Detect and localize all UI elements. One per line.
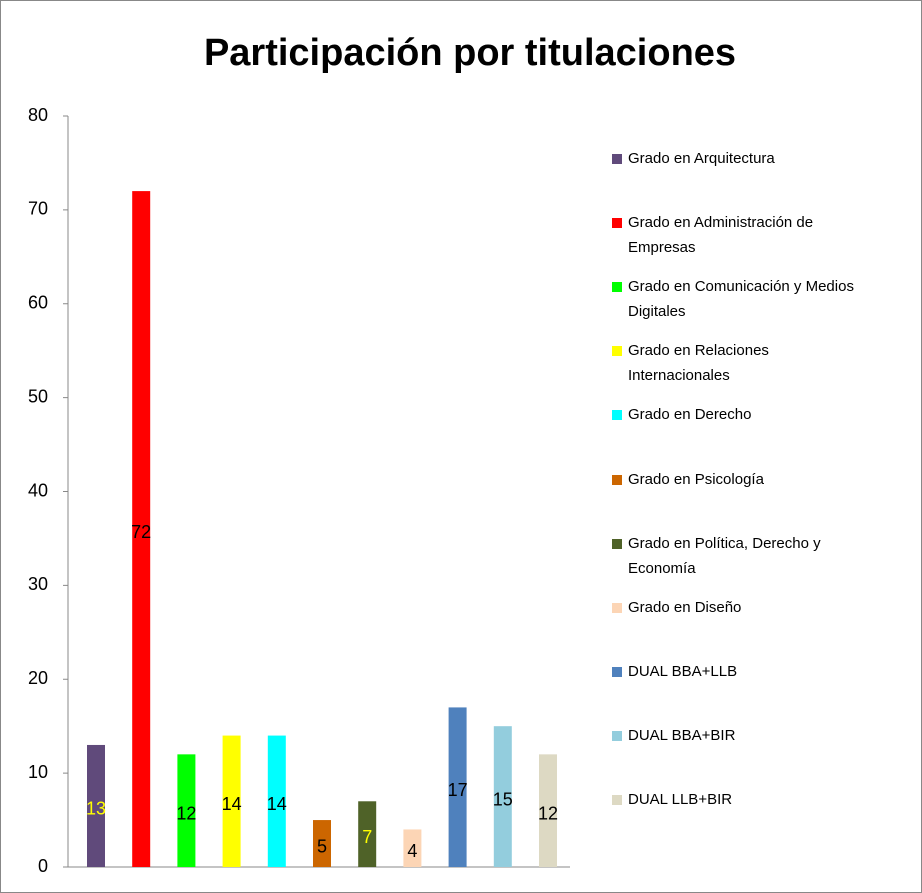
data-label: 15 xyxy=(493,789,513,809)
legend-item: Grado en Política, Derecho y Economía xyxy=(612,531,867,581)
legend-item: Grado en Relaciones Internacionales xyxy=(612,338,867,388)
legend-swatch xyxy=(612,346,622,357)
bar xyxy=(177,754,196,867)
bar xyxy=(539,754,557,867)
legend-label: Grado en Administración de Empresas xyxy=(628,214,814,257)
bar xyxy=(132,191,151,868)
legend-label: DUAL BBA+LLB xyxy=(628,662,738,680)
legend-item: Grado en Comunicación y Medios Digitales xyxy=(612,274,867,324)
bar xyxy=(313,820,331,867)
legend-swatch xyxy=(612,795,622,805)
legend-label: DUAL BBA+BIR xyxy=(628,726,736,744)
legend-label: Grado en Arquitectura xyxy=(628,150,775,167)
y-tick-label: 60 xyxy=(28,293,48,313)
y-tick-label: 10 xyxy=(28,762,48,782)
bar xyxy=(222,735,241,867)
legend-item: Grado en Diseño xyxy=(612,595,867,620)
legend-swatch xyxy=(612,666,622,677)
y-tick-label: 30 xyxy=(28,574,48,594)
legend-item: DUAL BBA+BIR xyxy=(612,723,867,748)
bar xyxy=(358,801,377,867)
y-tick-label: 40 xyxy=(28,480,48,500)
legend-item: Grado en Derecho xyxy=(612,402,867,427)
y-tick-label: 20 xyxy=(28,668,48,688)
legend-item: DUAL LLB+BIR xyxy=(612,787,867,812)
legend-swatch xyxy=(612,474,622,485)
legend-swatch xyxy=(612,218,622,229)
legend-item: Grado en Administración de Empresas xyxy=(612,210,867,260)
data-label: 5 xyxy=(317,836,327,856)
y-tick-label: 80 xyxy=(28,105,48,125)
bar xyxy=(87,744,105,867)
bar xyxy=(267,735,286,867)
legend-swatch xyxy=(612,410,622,421)
legend-item: Grado en Arquitectura xyxy=(612,146,867,171)
legend-swatch xyxy=(612,730,622,741)
legend-label: Grado en Relaciones Internacionales xyxy=(628,342,769,385)
data-label: 14 xyxy=(222,794,242,814)
legend-label: Grado en Diseño xyxy=(628,598,742,616)
legend-label: Grado en Política, Derecho y Economía xyxy=(628,534,821,577)
legend-label: DUAL LLB+BIR xyxy=(628,791,733,808)
bar xyxy=(403,829,422,867)
data-label: 13 xyxy=(86,799,106,819)
legend-swatch xyxy=(612,282,622,293)
legend-label: Grado en Derecho xyxy=(628,406,752,424)
y-tick-label: 0 xyxy=(38,856,48,876)
data-label: 17 xyxy=(448,780,468,800)
legend-label: Grado en Comunicación y Medios Digitales xyxy=(628,278,854,321)
bar xyxy=(448,707,467,867)
data-label: 7 xyxy=(362,827,372,847)
legend-swatch xyxy=(612,154,622,164)
legend-swatch xyxy=(612,538,622,549)
data-label: 12 xyxy=(176,803,196,823)
data-label: 4 xyxy=(407,841,417,861)
data-label: 72 xyxy=(131,522,151,542)
y-tick-label: 50 xyxy=(28,386,48,406)
legend-swatch xyxy=(612,602,622,613)
bar xyxy=(493,726,512,867)
legend-label: Grado en Psicología xyxy=(628,470,764,488)
data-label: 14 xyxy=(267,794,287,814)
data-label: 12 xyxy=(538,803,558,823)
y-tick-label: 70 xyxy=(28,199,48,219)
legend-item: DUAL BBA+LLB xyxy=(612,659,867,684)
legend-item: Grado en Psicología xyxy=(612,467,867,492)
chart-title: Participación por titulaciones xyxy=(204,32,736,74)
